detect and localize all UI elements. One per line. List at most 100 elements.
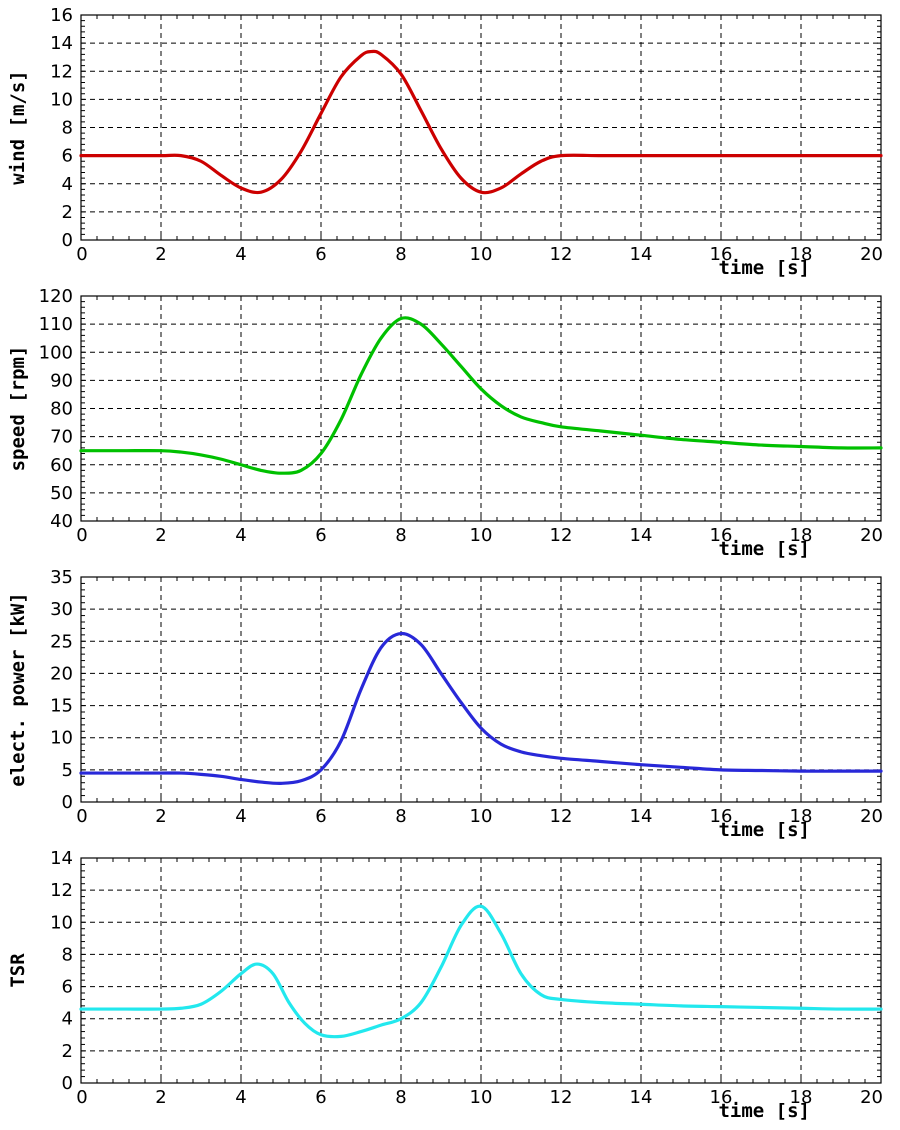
x-tick-label: 4	[235, 244, 246, 265]
x-tick-label: 12	[550, 806, 573, 827]
x-tick-label: 4	[235, 525, 246, 546]
y-tick-label: 10	[50, 912, 73, 933]
x-tick-label: 12	[550, 244, 573, 265]
x-axis-title: time [s]	[718, 257, 810, 279]
x-tick-label: 8	[395, 244, 406, 265]
x-tick-label: 14	[630, 244, 653, 265]
y-tick-label: 100	[39, 342, 73, 363]
y-tick-label: 6	[62, 977, 73, 998]
x-tick-label: 20	[860, 525, 883, 546]
y-tick-label: 80	[50, 399, 73, 420]
x-tick-label: 16	[710, 806, 733, 827]
y-tick-label: 0	[62, 230, 73, 251]
y-tick-label: 35	[50, 567, 73, 588]
x-tick-label: 6	[315, 525, 326, 546]
y-tick-label: 2	[62, 1041, 73, 1062]
x-axis-title: time [s]	[718, 538, 810, 560]
y-tick-label: 70	[50, 427, 73, 448]
x-tick-label: 20	[860, 806, 883, 827]
y-tick-label: 30	[50, 599, 73, 620]
x-tick-label: 8	[395, 1087, 406, 1108]
y-tick-label: 10	[50, 89, 73, 110]
y-tick-label: 20	[50, 663, 73, 684]
plot-frame	[80, 576, 882, 803]
y-tick-label: 14	[50, 33, 73, 54]
x-tick-label: 16	[710, 244, 733, 265]
x-tick-label: 18	[790, 806, 813, 827]
x-tick-label: 14	[630, 525, 653, 546]
x-tick-label: 20	[860, 244, 883, 265]
x-axis-title: time [s]	[718, 819, 810, 841]
y-tick-label: 10	[50, 728, 73, 749]
chart-panel-3: 0 2 4 6 8 10 12 14 16 18 20 0 5 10 15 20 25 30 35 time [s] e…	[7, 567, 883, 841]
x-tick-label: 0	[76, 806, 87, 827]
y-tick-label: 120	[39, 286, 73, 307]
x-tick-label: 0	[76, 244, 87, 265]
y-tick-label: 8	[62, 118, 73, 139]
y-axis-title: TSR	[7, 953, 29, 988]
x-tick-label: 18	[790, 1087, 813, 1108]
x-tick-label: 12	[550, 525, 573, 546]
x-tick-label: 6	[315, 1087, 326, 1108]
x-tick-label: 0	[76, 525, 87, 546]
y-tick-label: 16	[50, 5, 73, 26]
x-tick-label: 2	[155, 244, 166, 265]
x-tick-label: 18	[790, 525, 813, 546]
y-tick-label: 8	[62, 944, 73, 965]
series-line	[79, 316, 883, 475]
x-tick-label: 0	[76, 1087, 87, 1108]
y-tick-label: 6	[62, 146, 73, 167]
x-tick-label: 14	[630, 806, 653, 827]
y-tick-label: 4	[62, 174, 73, 195]
y-tick-label: 14	[50, 848, 73, 869]
chart-panel-2: 0 2 4 6 8 10 12 14 16 18 20 40 50 60 70 80 90 100 110 120 ti…	[7, 286, 883, 560]
x-tick-label: 20	[860, 1087, 883, 1108]
x-tick-label: 14	[630, 1087, 653, 1108]
y-tick-label: 2	[62, 202, 73, 223]
plot-frame	[80, 295, 882, 522]
x-tick-label: 10	[470, 244, 493, 265]
x-tick-label: 6	[315, 244, 326, 265]
y-tick-label: 12	[50, 61, 73, 82]
y-tick-label: 50	[50, 483, 73, 504]
y-tick-label: 90	[50, 370, 73, 391]
y-tick-label: 110	[39, 314, 73, 335]
y-tick-label: 12	[50, 880, 73, 901]
y-tick-label: 5	[62, 760, 73, 781]
x-tick-label: 6	[315, 806, 326, 827]
y-tick-label: 40	[50, 511, 73, 532]
chart-panel-4: 0 2 4 6 8 10 12 14 16 18 20 0 2 4 6 8 10 12 14 time [s] TSR	[7, 848, 883, 1122]
x-tick-label: 10	[470, 525, 493, 546]
x-tick-label: 2	[155, 1087, 166, 1108]
y-tick-label: 4	[62, 1009, 73, 1030]
x-tick-label: 16	[710, 1087, 733, 1108]
y-tick-label: 25	[50, 631, 73, 652]
x-tick-label: 10	[470, 806, 493, 827]
x-tick-label: 18	[790, 244, 813, 265]
x-tick-label: 8	[395, 525, 406, 546]
y-tick-label: 60	[50, 455, 73, 476]
y-axis-title: elect. power [kW]	[7, 592, 29, 786]
x-tick-label: 16	[710, 525, 733, 546]
x-tick-label: 2	[155, 806, 166, 827]
x-tick-label: 2	[155, 525, 166, 546]
x-tick-label: 4	[235, 806, 246, 827]
x-tick-label: 8	[395, 806, 406, 827]
x-tick-label: 12	[550, 1087, 573, 1108]
x-tick-label: 4	[235, 1087, 246, 1108]
series-line	[79, 49, 883, 195]
plot-frame	[80, 14, 882, 241]
series-line	[79, 904, 883, 1039]
y-tick-label: 15	[50, 696, 73, 717]
y-tick-label: 0	[62, 792, 73, 813]
y-axis-title: speed [rpm]	[7, 346, 29, 472]
series-line	[79, 631, 883, 785]
y-axis-title: wind [m/s]	[7, 70, 29, 184]
y-tick-label: 0	[62, 1073, 73, 1094]
x-axis-title: time [s]	[718, 1100, 810, 1122]
x-tick-label: 10	[470, 1087, 493, 1108]
plot-frame	[80, 857, 882, 1084]
